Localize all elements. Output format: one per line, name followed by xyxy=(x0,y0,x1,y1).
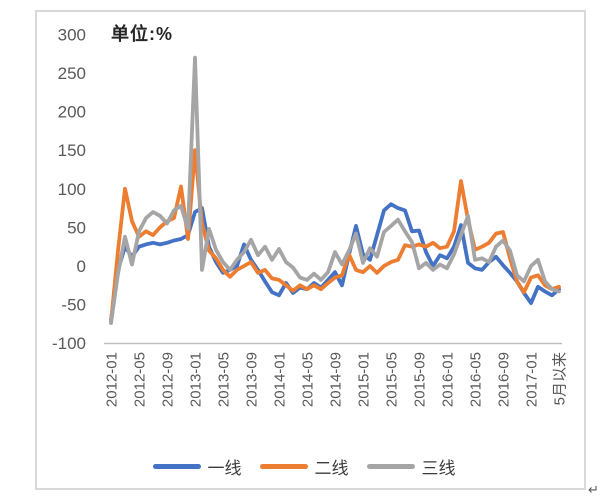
x-axis-tick-label: 2016-01 xyxy=(440,352,457,407)
x-axis-tick-label: 2012-09 xyxy=(160,352,177,407)
chart-unit-title: 单位:% xyxy=(111,24,173,44)
x-axis-tick-label: 2013-01 xyxy=(188,352,205,407)
tier2-line-swatch-icon xyxy=(259,464,308,469)
x-axis-tick-label: 2016-09 xyxy=(496,352,513,407)
x-axis-tick-label: 2015-05 xyxy=(384,352,401,407)
y-axis-tick-label: -50 xyxy=(61,296,86,315)
x-axis-tick-label: 2017-01 xyxy=(524,352,541,407)
legend-item-tier2: 二线 xyxy=(259,454,349,479)
x-axis-tick-label: 2012-01 xyxy=(104,352,121,407)
x-axis-tick-label: 2014-05 xyxy=(300,352,317,407)
x-axis-tick-label: 2013-05 xyxy=(216,352,233,407)
x-axis-tick-label: 2015-01 xyxy=(356,352,373,407)
x-axis-tick-label: 2016-05 xyxy=(468,352,485,407)
y-axis-tick-label: 0 xyxy=(77,257,86,276)
legend-label-tier1: 一线 xyxy=(207,459,242,478)
y-axis-tick-label: 100 xyxy=(58,180,86,199)
y-axis-tick-label: 300 xyxy=(58,25,86,44)
tier1-line-swatch-icon xyxy=(152,464,201,469)
x-axis-tick-label: 2015-09 xyxy=(412,352,429,407)
legend-label-tier3: 三线 xyxy=(421,459,456,478)
y-axis-tick-label: 200 xyxy=(58,103,86,122)
series-line-一线 xyxy=(109,202,561,322)
y-axis-tick-label: 250 xyxy=(58,64,86,83)
x-axis-tick-label: 5月以来 xyxy=(552,352,569,405)
x-axis-tick-label: 2013-09 xyxy=(244,352,261,407)
tier3-line-swatch-icon xyxy=(366,464,415,469)
paragraph-return-icon: ↵ xyxy=(588,482,599,497)
series-line-三线 xyxy=(109,55,561,326)
chart-legend: 一线 二线 三线 xyxy=(144,454,464,479)
y-axis-tick-label: 50 xyxy=(67,218,86,237)
x-axis-tick-label: 2014-09 xyxy=(328,352,345,407)
y-axis-tick-label: -100 xyxy=(52,334,86,353)
x-axis-tick-label: 2012-05 xyxy=(132,352,149,407)
legend-label-tier2: 二线 xyxy=(314,459,349,478)
series-line-二线 xyxy=(109,148,561,325)
legend-item-tier1: 一线 xyxy=(152,454,242,479)
legend-item-tier3: 三线 xyxy=(366,454,456,479)
x-axis-tick-label: 2014-01 xyxy=(272,352,289,407)
y-axis-tick-label: 150 xyxy=(58,141,86,160)
